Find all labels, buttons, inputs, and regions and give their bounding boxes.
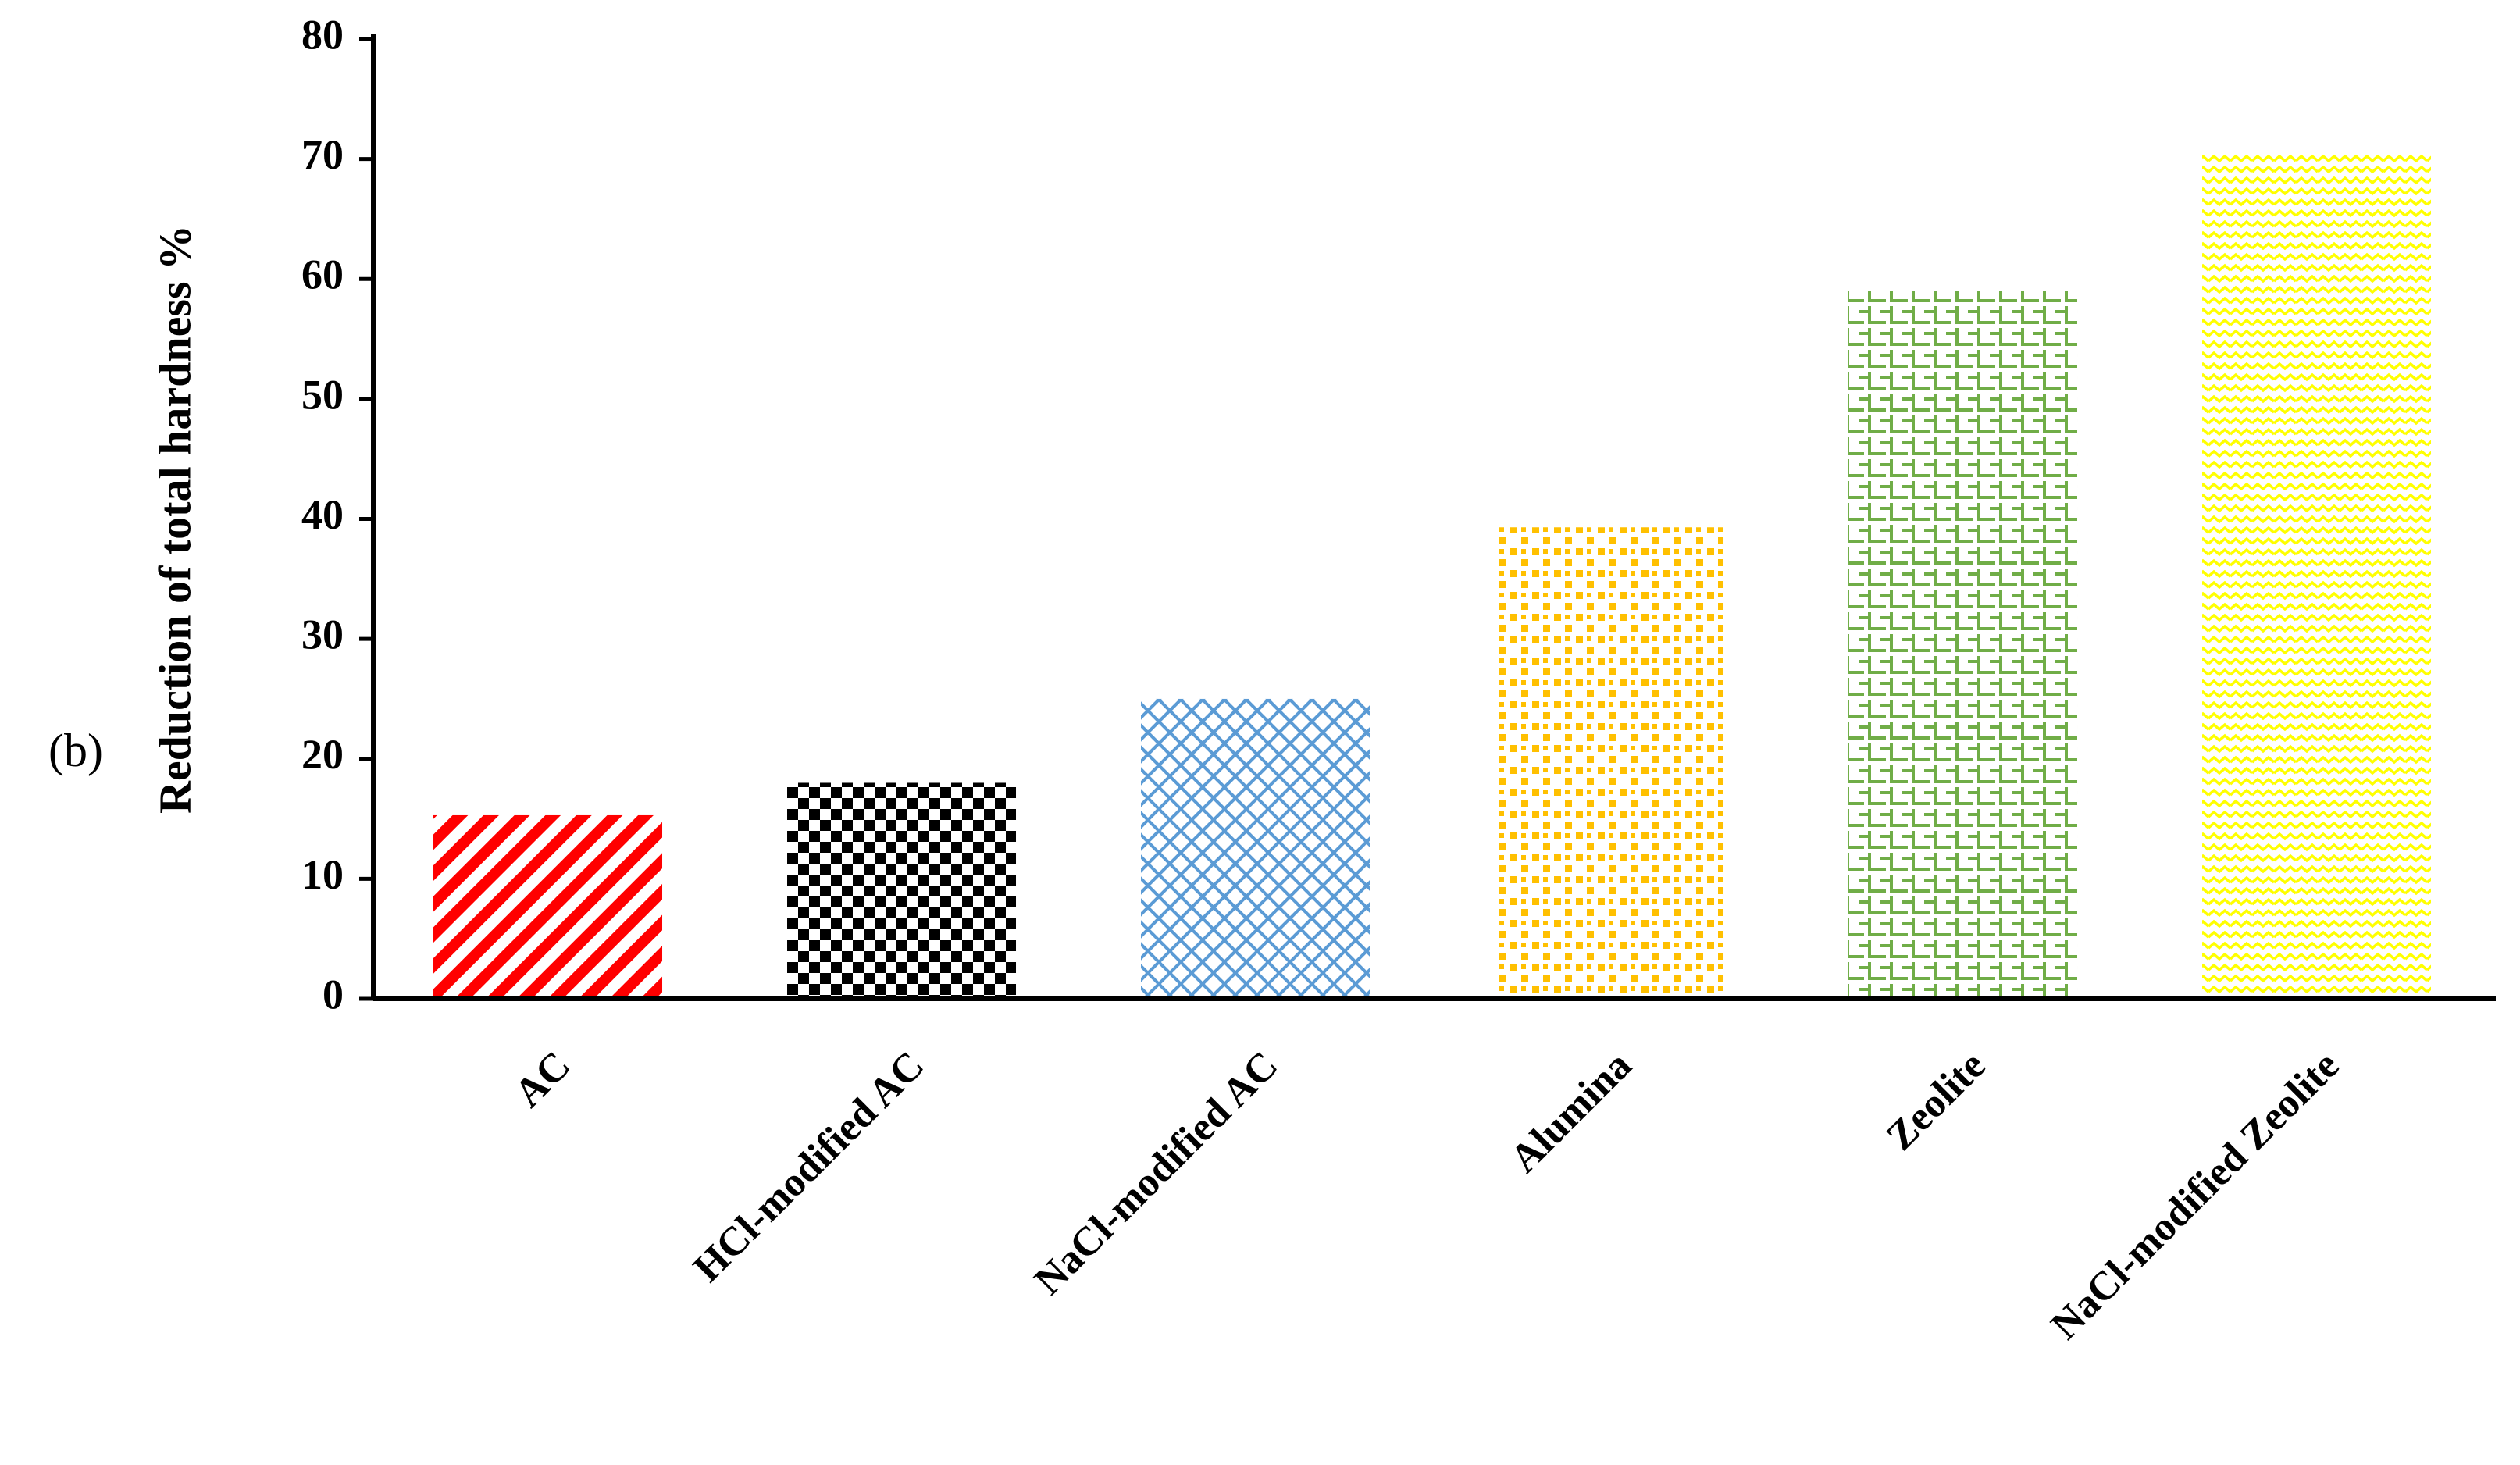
bar (1141, 698, 1370, 999)
y-tick-label: 0 (323, 971, 344, 1018)
y-tick-label: 20 (301, 731, 344, 778)
x-tick-label: Zeolite (1878, 1043, 1994, 1160)
y-tick-label: 70 (301, 131, 344, 178)
x-tick-label: AC (506, 1043, 579, 1116)
bar (2202, 152, 2432, 1000)
y-tick-label: 80 (301, 11, 344, 58)
panel-label: (b) (48, 725, 103, 776)
bar (1848, 291, 2078, 999)
bar (433, 814, 663, 999)
y-tick-label: 60 (301, 251, 344, 298)
y-tick-label: 50 (301, 371, 344, 418)
y-tick-label: 30 (301, 611, 344, 658)
bar (787, 782, 1017, 999)
y-tick-label: 10 (301, 851, 344, 898)
x-tick-label: HCl-modified AC (685, 1043, 932, 1291)
x-tick-label: Alumina (1502, 1043, 1640, 1182)
x-tick-label: NaCl-modified AC (1026, 1043, 1286, 1303)
y-axis-label: Reduction of total hardness % (149, 225, 200, 814)
x-tick-label: NaCl-modified Zeolite (2043, 1043, 2348, 1349)
bar (1495, 527, 1724, 999)
y-tick-label: 40 (301, 491, 344, 538)
